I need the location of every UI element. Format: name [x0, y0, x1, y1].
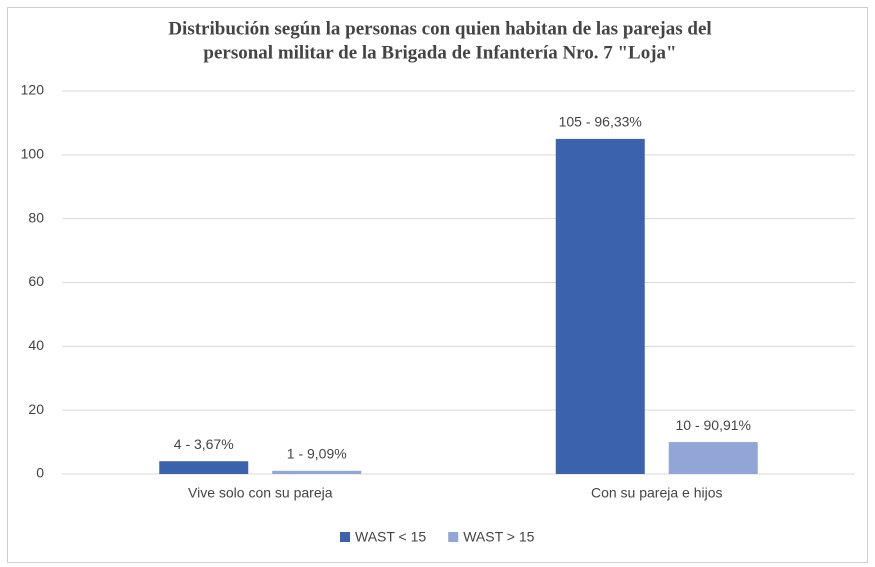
- y-tick-label: 40: [28, 337, 44, 353]
- legend-label: WAST < 15: [355, 529, 426, 545]
- data-label: 4 - 3,67%: [174, 436, 234, 452]
- y-tick-label: 100: [21, 146, 45, 162]
- data-label: 105 - 96,33%: [559, 114, 642, 130]
- chart-title: personal militar de la Brigada de Infant…: [203, 42, 676, 63]
- bar: [555, 138, 645, 474]
- legend-swatch: [448, 532, 459, 542]
- chart-title: Distribución según la personas con quien…: [168, 18, 711, 39]
- legend-label: WAST > 15: [463, 529, 534, 545]
- data-label: 1 - 9,09%: [287, 446, 347, 462]
- x-tick-label: Con su pareja e hijos: [591, 485, 723, 501]
- y-tick-label: 20: [28, 401, 44, 417]
- y-tick-label: 0: [36, 465, 44, 481]
- bar: [272, 470, 362, 474]
- y-tick-label: 80: [28, 209, 44, 225]
- bar: [159, 461, 249, 474]
- x-tick-label: Vive solo con su pareja: [188, 485, 333, 501]
- y-tick-label: 120: [21, 82, 45, 98]
- legend-swatch: [340, 532, 350, 542]
- y-tick-label: 60: [28, 273, 44, 289]
- bar: [668, 442, 758, 474]
- data-label: 10 - 90,91%: [676, 417, 752, 433]
